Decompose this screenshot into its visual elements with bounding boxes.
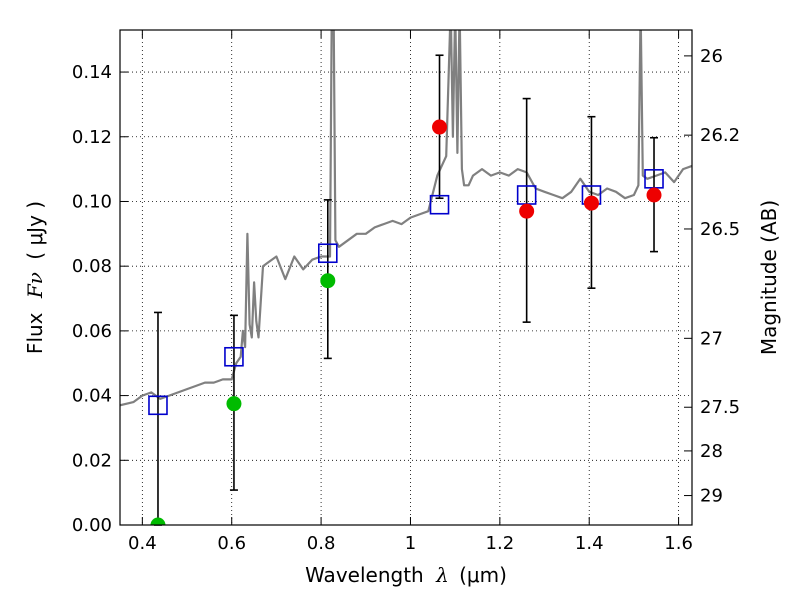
x-tick-label: 0.4 [128, 533, 157, 554]
spectrum-layer [120, 30, 692, 407]
x-tick-label: 1.4 [575, 533, 604, 554]
tick-layer: 0.4 0.6 0.8 1 1.2 1.4 1.6 0.00 0.02 0.04 0.06 0.08 0… [72, 30, 740, 554]
right-tick-label: 27 [700, 328, 723, 349]
y-tick-label: 0.04 [72, 386, 112, 407]
y-tick-label: 0.10 [72, 191, 112, 212]
x-tick-label: 1 [405, 533, 416, 554]
plot-frame [119, 29, 693, 526]
x-axis-label: Wavelength λ (μm) [305, 563, 507, 587]
x-tick-label: 1.2 [486, 533, 515, 554]
y-tick-label: 0.00 [72, 515, 112, 536]
grid-layer [120, 30, 692, 526]
y-tick-label: 0.14 [72, 62, 112, 83]
x-tick-label: 1.6 [664, 533, 693, 554]
data-point-circle [583, 195, 599, 211]
x-tick-label: 0.8 [307, 533, 336, 554]
data-point-circle [320, 273, 336, 289]
y-tick-label: 0.08 [72, 256, 112, 277]
y-tick-label: 0.06 [72, 321, 112, 342]
y-tick-label: 0.02 [72, 450, 112, 471]
x-tick-label: 0.6 [217, 533, 246, 554]
right-tick-label: 28 [700, 441, 723, 462]
right-tick-label: 27.5 [700, 397, 740, 418]
model-square-marker [148, 395, 168, 416]
data-point-circle [646, 187, 662, 203]
right-tick-label: 29 [700, 486, 723, 507]
right-tick-label: 26.5 [700, 219, 740, 240]
errorbar-layer [153, 54, 659, 526]
data-point-circle [432, 119, 448, 135]
model-square-marker [224, 346, 244, 367]
model-square-marker [429, 194, 450, 215]
y-axis-label: Flux Fν ( μJy ) [23, 201, 47, 354]
data-point-circle [150, 517, 166, 525]
data-point-circle [519, 203, 535, 219]
data-point-circle [226, 396, 242, 412]
model-spectrum-line [120, 30, 692, 407]
right-tick-label: 26.2 [700, 125, 740, 146]
right-tick-label: 26 [700, 46, 723, 67]
model-square-marker [317, 243, 338, 264]
y-axis-label-right: Magnitude (AB) [757, 200, 781, 355]
marker-layer [148, 119, 664, 525]
y-tick-label: 0.12 [72, 127, 112, 148]
